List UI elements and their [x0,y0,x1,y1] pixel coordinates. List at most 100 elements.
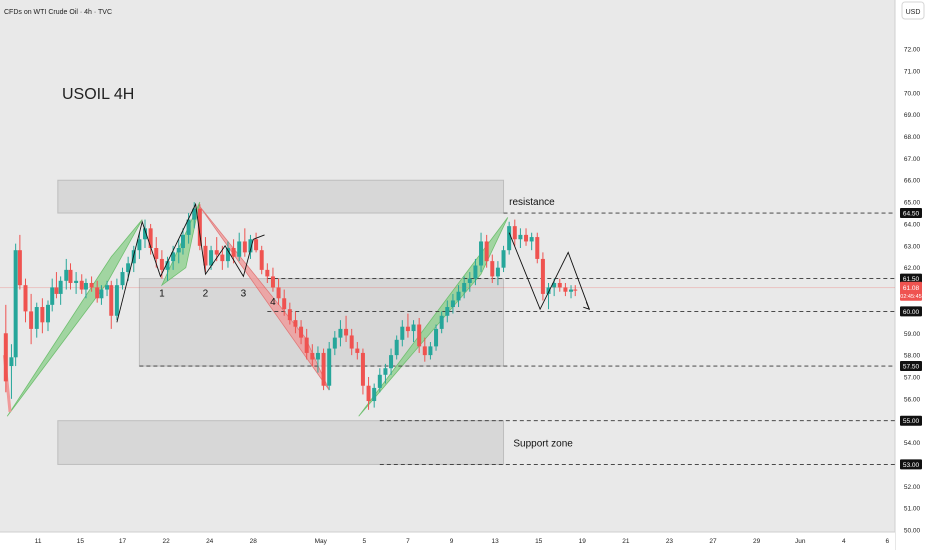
x-tick-label: 22 [162,538,170,545]
candle [176,239,181,264]
candle-body [310,352,315,360]
candle-body [383,368,388,375]
candle [535,232,540,264]
y-tick-label: 67.00 [904,156,921,163]
wave-label-4: 4 [270,297,276,308]
candle [105,280,110,297]
candle [165,256,170,281]
candle-body [287,309,292,321]
candle-body [159,258,164,270]
wave-label-2: 2 [203,288,209,299]
y-tick-label: 51.00 [904,506,921,513]
support-zone-label: Support zone [513,439,573,450]
candle-body [355,348,360,353]
candle [360,348,365,395]
candle [180,228,185,255]
candle-body [154,248,159,259]
candle-body [50,287,55,305]
candle [366,376,371,410]
candle [315,346,320,373]
y-tick-label: 64.00 [904,221,921,228]
candle [310,344,315,367]
candle [293,311,298,334]
candle [411,320,416,343]
candle [29,293,34,345]
candle-body [372,387,377,402]
x-tick-label: 17 [119,538,127,545]
candle [344,315,349,343]
candle [99,285,104,305]
candle-body [180,234,185,249]
y-tick-label: 65.00 [904,200,921,207]
candle [417,317,422,353]
current-price-tag [900,281,922,301]
candle-body [176,248,181,253]
candle [299,320,304,345]
candle [400,320,405,347]
candle-body [143,228,148,240]
candle-body [40,307,45,323]
candle-body [490,261,495,277]
x-tick-label: 7 [406,538,410,545]
range-zone [138,278,505,367]
level-tag-57.50 [900,361,922,372]
candle [143,219,148,249]
x-tick-label: 9 [450,538,454,545]
y-tick-label: 72.00 [904,47,921,54]
candle-body [231,248,236,257]
candle-body [68,269,73,283]
y-tick-label: 71.00 [904,68,921,75]
time-axis-background[interactable] [0,532,895,550]
candle-body [422,346,427,356]
level-tag-61.50 [900,273,922,284]
current-price-value: 61.08 [903,285,920,292]
candle-body [54,287,59,294]
candle [372,383,377,408]
candle [557,278,562,292]
candle [332,331,337,356]
candle-body [105,285,110,290]
y-tick-label: 70.00 [904,90,921,97]
candle [79,274,84,294]
candle [13,243,18,367]
up-arrow-1 [6,219,143,417]
candle [495,261,500,286]
candle [276,278,281,305]
candle-body [557,282,562,288]
x-tick-label: 28 [250,538,258,545]
candle [512,219,517,246]
x-tick-label: May [315,538,328,545]
candle [445,300,450,323]
x-tick-label: 27 [709,538,717,545]
level-tag-text: 57.50 [903,364,920,371]
candle-body [209,250,214,266]
candle-body [99,289,104,299]
candle [479,232,484,273]
x-tick-label: 29 [753,538,761,545]
candle-body [9,357,14,367]
x-tick-label: Jun [795,538,806,545]
candle [114,278,119,321]
level-tag-text: 60.00 [903,309,920,316]
candle [383,363,388,384]
y-tick-label: 54.00 [904,440,921,447]
candle [338,320,343,347]
candle-body [479,241,484,266]
candle [287,302,292,325]
candle-body [203,245,208,266]
candle [450,293,455,314]
x-tick-label: 15 [535,538,543,545]
candle [54,272,59,299]
y-tick-label: 56.00 [904,396,921,403]
candle-body [79,280,84,290]
candle [64,258,69,290]
candle [282,289,287,316]
currency-label: USD [906,9,921,16]
candle [573,285,578,297]
candle-body [29,311,34,329]
candle [109,280,114,329]
currency-button[interactable] [901,1,925,20]
candle [120,267,125,290]
candle [428,342,433,360]
